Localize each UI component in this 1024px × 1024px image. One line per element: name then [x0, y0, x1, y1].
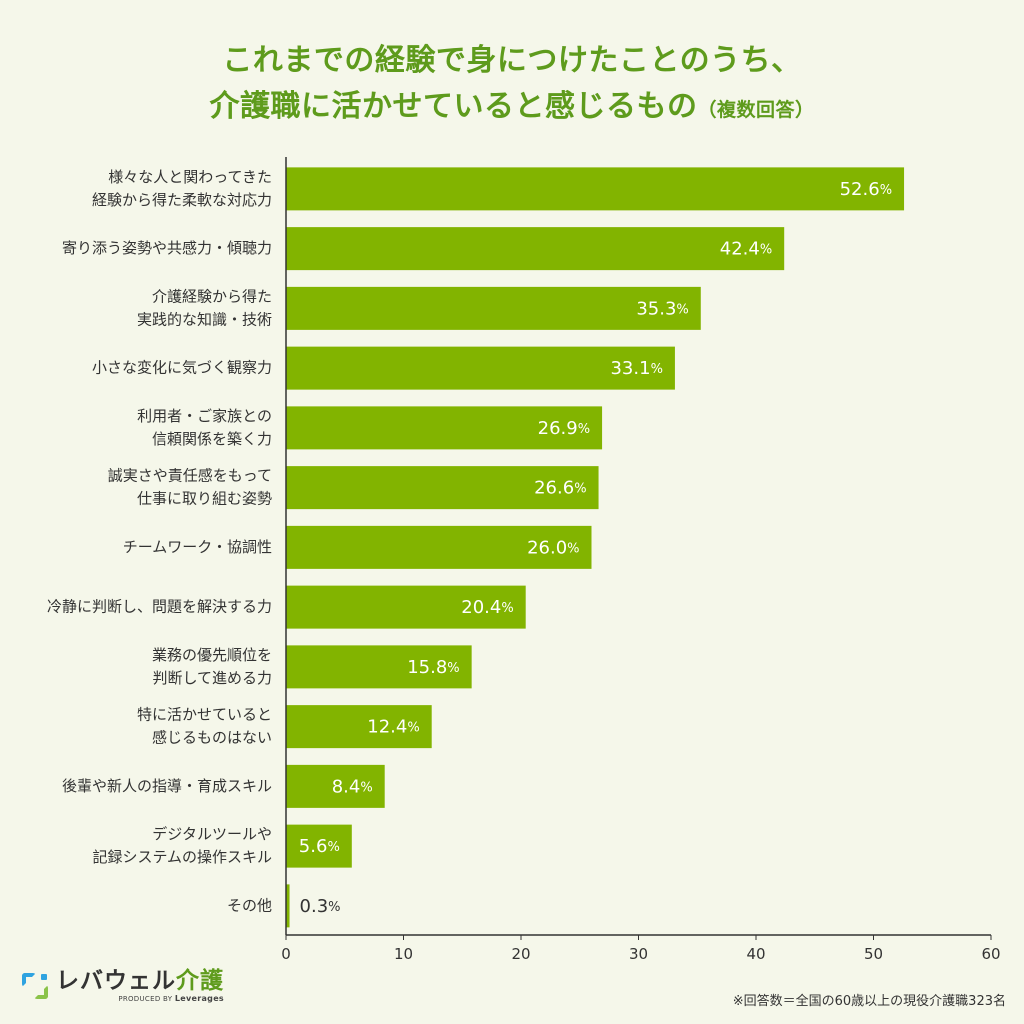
respondent-note: ※回答数＝全国の60歳以上の現役介護職323名 [732, 994, 1006, 1009]
value-label-3: 33.1% [610, 358, 662, 379]
x-tick-label-3: 30 [629, 945, 648, 963]
brand-logo: レバウェル介護 PRODUCED BY Leverages [22, 966, 224, 1006]
category-label-1-0: 寄り添う姿勢や共感力・傾聴力 [62, 239, 272, 257]
bar-6 [286, 525, 592, 569]
category-label-2-1: 実践的な知識・技術 [137, 310, 272, 328]
category-label-9-1: 感じるものはない [152, 729, 272, 747]
value-label-6: 26.0% [527, 537, 579, 558]
category-label-6-0: チームワーク・協調性 [123, 538, 272, 556]
bar-10 [286, 764, 385, 808]
category-label-10-0: 後輩や新人の指導・育成スキル [62, 777, 272, 795]
chart-title: これまでの経験で身につけたことのうち、 介護職に活かせていると感じるもの（複数回… [0, 38, 1024, 133]
bar-1 [286, 227, 785, 271]
bar-7 [286, 585, 526, 629]
bar-11 [286, 824, 352, 868]
logo-sub-brand: Leverages [174, 993, 224, 1003]
category-label-5-1: 仕事に取り組む姿勢 [137, 490, 272, 508]
bar-12 [286, 884, 290, 928]
logo-name-main: レバウェル [56, 967, 176, 994]
category-label-3-0: 小さな変化に気づく観察力 [92, 359, 272, 377]
category-label-5-0: 誠実さや責任感をもって [108, 467, 272, 485]
bar-8 [286, 645, 472, 689]
category-label-7-0: 冷静に判断し、問題を解決する力 [47, 598, 272, 616]
x-tick-label-5: 50 [864, 945, 883, 963]
logo-sub-prefix: PRODUCED BY [118, 994, 173, 1003]
bar-2 [286, 286, 701, 330]
bar-3 [286, 346, 675, 390]
chart-title-suffix: （複数回答） [697, 99, 815, 121]
category-label-0-1: 経験から得た柔軟な対応力 [92, 191, 272, 209]
x-tick-label-4: 40 [746, 945, 765, 963]
value-label-7: 20.4% [461, 597, 513, 618]
value-label-0: 52.6% [840, 179, 892, 200]
logo-name: レバウェル介護 [56, 967, 224, 994]
logo-mark-icon [22, 973, 48, 999]
logo-name-accent: 介護 [176, 967, 224, 994]
bar-0 [286, 167, 905, 211]
value-label-5: 26.6% [534, 478, 586, 499]
value-label-10: 8.4% [332, 776, 373, 797]
x-tick-label-6: 60 [981, 945, 1000, 963]
category-label-2-0: 介護経験から得た [152, 287, 272, 305]
chart-title-main: 介護職に活かせていると感じるもの [209, 89, 698, 124]
x-tick-label-2: 20 [511, 945, 530, 963]
value-label-4: 26.9% [538, 418, 590, 439]
logo-subtitle: PRODUCED BY Leverages [56, 993, 224, 1003]
category-label-8-1: 判断して進める力 [152, 669, 272, 687]
category-label-0-0: 様々な人と関わってきた [108, 168, 272, 186]
chart-title-line2: 介護職に活かせていると感じるもの（複数回答） [0, 84, 1024, 133]
value-label-9: 12.4% [367, 717, 419, 738]
category-label-9-0: 特に活かせていると [137, 706, 272, 724]
bar-5 [286, 466, 599, 510]
bar-9 [286, 705, 432, 749]
category-label-11-0: デジタルツールや [152, 825, 272, 843]
category-label-4-1: 信頼関係を築く力 [152, 430, 272, 448]
value-label-2: 35.3% [636, 298, 688, 319]
value-label-8: 15.8% [407, 657, 459, 678]
bar-4 [286, 406, 603, 450]
x-tick-label-1: 10 [394, 945, 413, 963]
value-label-11: 5.6% [299, 836, 340, 857]
value-label-12: 0.3% [300, 896, 341, 917]
category-label-12-0: その他 [227, 896, 272, 914]
category-label-8-0: 業務の優先順位を [152, 646, 272, 664]
x-tick-label-0: 0 [281, 945, 291, 963]
category-label-11-1: 記録システムの操作スキル [92, 848, 272, 866]
chart-title-line1: これまでの経験で身につけたことのうち、 [222, 43, 802, 78]
value-label-1: 42.4% [720, 239, 772, 260]
category-label-4-0: 利用者・ご家族との [137, 407, 272, 425]
